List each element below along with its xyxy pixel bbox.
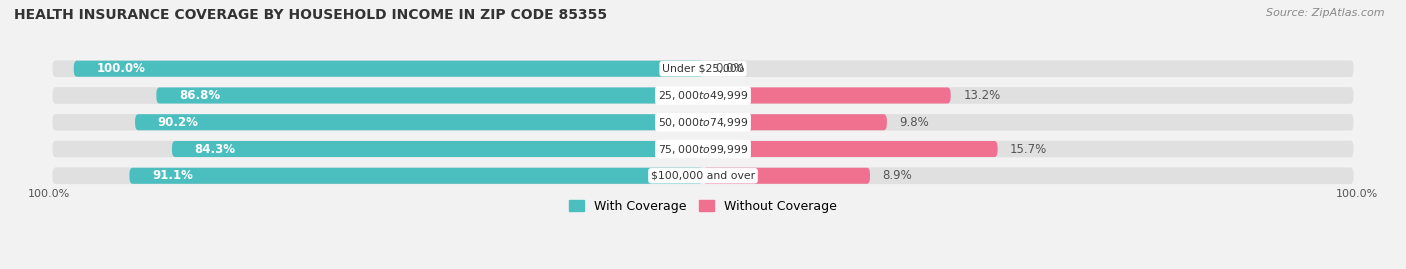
Text: 8.9%: 8.9% bbox=[883, 169, 912, 182]
Text: 100.0%: 100.0% bbox=[1336, 189, 1378, 200]
FancyBboxPatch shape bbox=[52, 114, 1354, 130]
Text: 84.3%: 84.3% bbox=[194, 143, 236, 155]
FancyBboxPatch shape bbox=[129, 168, 703, 184]
Text: 90.2%: 90.2% bbox=[157, 116, 198, 129]
Text: 15.7%: 15.7% bbox=[1010, 143, 1047, 155]
Text: $25,000 to $49,999: $25,000 to $49,999 bbox=[658, 89, 748, 102]
Text: 100.0%: 100.0% bbox=[28, 189, 70, 200]
FancyBboxPatch shape bbox=[135, 114, 703, 130]
Legend: With Coverage, Without Coverage: With Coverage, Without Coverage bbox=[564, 195, 842, 218]
FancyBboxPatch shape bbox=[703, 168, 870, 184]
Text: Under $25,000: Under $25,000 bbox=[662, 64, 744, 74]
FancyBboxPatch shape bbox=[73, 61, 703, 77]
Text: 13.2%: 13.2% bbox=[963, 89, 1001, 102]
Text: $75,000 to $99,999: $75,000 to $99,999 bbox=[658, 143, 748, 155]
FancyBboxPatch shape bbox=[703, 141, 998, 157]
FancyBboxPatch shape bbox=[52, 87, 1354, 104]
FancyBboxPatch shape bbox=[52, 61, 1354, 77]
FancyBboxPatch shape bbox=[172, 141, 703, 157]
FancyBboxPatch shape bbox=[703, 114, 887, 130]
Text: 86.8%: 86.8% bbox=[179, 89, 219, 102]
FancyBboxPatch shape bbox=[52, 168, 1354, 184]
FancyBboxPatch shape bbox=[52, 141, 1354, 157]
Text: $50,000 to $74,999: $50,000 to $74,999 bbox=[658, 116, 748, 129]
FancyBboxPatch shape bbox=[703, 87, 950, 104]
Text: 91.1%: 91.1% bbox=[152, 169, 193, 182]
Text: 100.0%: 100.0% bbox=[96, 62, 145, 75]
Text: HEALTH INSURANCE COVERAGE BY HOUSEHOLD INCOME IN ZIP CODE 85355: HEALTH INSURANCE COVERAGE BY HOUSEHOLD I… bbox=[14, 8, 607, 22]
Text: Source: ZipAtlas.com: Source: ZipAtlas.com bbox=[1267, 8, 1385, 18]
Text: $100,000 and over: $100,000 and over bbox=[651, 171, 755, 181]
Text: 9.8%: 9.8% bbox=[900, 116, 929, 129]
FancyBboxPatch shape bbox=[156, 87, 703, 104]
Text: 0.0%: 0.0% bbox=[716, 62, 745, 75]
